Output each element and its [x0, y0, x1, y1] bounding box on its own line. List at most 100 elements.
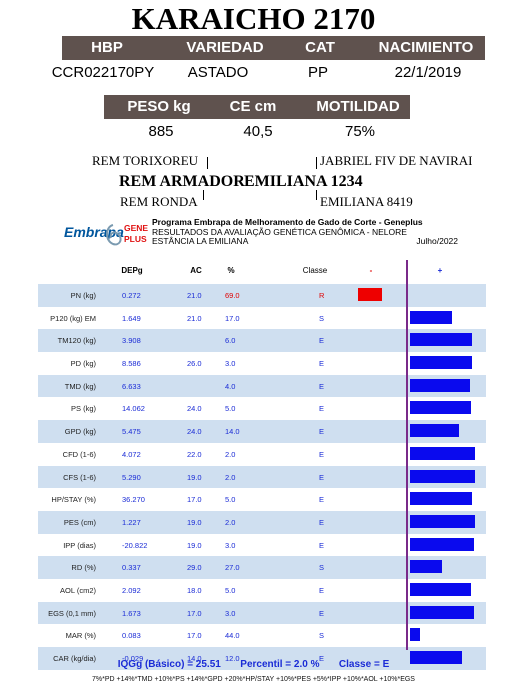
- pedigree-line: [207, 157, 208, 169]
- dam: EMILIANA 1234: [244, 173, 363, 190]
- nacimiento-value: 22/1/2019: [394, 64, 462, 81]
- col-minus: -: [369, 266, 373, 275]
- table-row: TM120 (kg) 3.908 6.0 E: [38, 329, 486, 353]
- header-bar-2: PESO kg CE cm MOTILIDAD: [104, 95, 410, 119]
- classe-value: E: [319, 427, 325, 437]
- header-variedad: VARIEDAD: [186, 39, 264, 56]
- pct-value: 2.0: [225, 449, 236, 459]
- trait-label: IPP (dias): [63, 540, 96, 550]
- trait-label: CFD (1-6): [62, 449, 96, 459]
- depg-value: 36.270: [122, 495, 145, 505]
- trait-bar: [410, 651, 462, 664]
- trait-label: RD (%): [71, 563, 96, 573]
- pct-value: 3.0: [225, 608, 236, 618]
- sire-sire: REM TORIXOREU: [92, 153, 199, 168]
- cat-value: PP: [307, 64, 328, 81]
- classe-value: S: [319, 631, 325, 641]
- table-row: IPP (dias) -20.822 19.0 3.0 E: [38, 534, 486, 557]
- classe-value: E: [319, 336, 325, 346]
- table-row: CFD (1-6) 4.072 22.0 2.0 E: [38, 443, 486, 466]
- info-row-2: 885 40,5 75%: [0, 123, 507, 143]
- trait-table: PN (kg) 0.272 21.0 69.0 R P120 (kg) EM 1.649 21…: [38, 284, 486, 670]
- table-row: PN (kg) 0.272 21.0 69.0 R: [38, 284, 486, 307]
- trait-bar: [358, 288, 382, 301]
- peso-value: 885: [148, 123, 174, 140]
- depg-value: 5.475: [122, 427, 141, 437]
- trait-bar: [410, 469, 475, 483]
- header-peso: PESO kg: [127, 98, 191, 115]
- trait-bar: [410, 605, 474, 619]
- program-info: Programa Embrapa de Melhoramento de Gado…: [152, 217, 458, 247]
- depg-value: 1.649: [122, 313, 141, 323]
- pct-value: 44.0: [225, 631, 240, 641]
- ac-value: 18.0: [187, 585, 202, 595]
- trait-bar: [410, 333, 472, 347]
- depg-value: 14.062: [122, 404, 145, 414]
- ac-value: 14.0: [187, 654, 202, 663]
- table-row: CFS (1-6) 5.290 19.0 2.0 E: [38, 465, 486, 489]
- trait-label: HP/STAY (%): [51, 495, 96, 505]
- pedigree-line: [203, 190, 204, 200]
- col-plus: +: [437, 266, 443, 275]
- report-date: Julho/2022: [416, 236, 458, 246]
- pedigree-line: [316, 190, 317, 200]
- dam-sire: JABRIEL FIV DE NAVIRAI: [320, 153, 473, 168]
- classe-value: E: [319, 517, 325, 527]
- ac-value: 21.0: [187, 291, 202, 300]
- trait-label: GPD (kg): [64, 427, 96, 437]
- depg-value: 2.092: [122, 585, 141, 595]
- program-subtitle: RESULTADOS DA AVALIAÇÃO GENÉTICA GENÔMIC…: [152, 226, 407, 237]
- classe-value: E: [319, 359, 325, 369]
- depg-value: 1.673: [122, 608, 141, 618]
- trait-label: CAR (kg/dia): [53, 654, 96, 663]
- table-row: EGS (0,1 mm) 1.673 17.0 3.0 E: [38, 601, 486, 625]
- ac-value: 19.0: [187, 517, 202, 527]
- trait-bar: [410, 628, 420, 642]
- trait-bar: [410, 446, 475, 460]
- trait-bar: [410, 356, 472, 370]
- depg-value: 3.908: [122, 336, 141, 346]
- trait-bar: [410, 310, 452, 324]
- trait-bar: [410, 378, 470, 392]
- classe-value: R: [319, 291, 325, 300]
- table-row: PD (kg) 8.586 26.0 3.0 E: [38, 352, 486, 375]
- trait-label: P120 (kg) EM: [50, 313, 96, 323]
- program-farm-line: ESTÂNCIA LA EMILIANA Julho/2022: [152, 236, 458, 247]
- pct-value: 3.0: [225, 359, 236, 369]
- pct-value: 3.0: [225, 540, 236, 550]
- trait-label: PN (kg): [70, 291, 96, 300]
- col-depg: DEPg: [121, 266, 143, 275]
- pct-value: 14.0: [225, 427, 240, 437]
- classe-value: E: [319, 540, 325, 550]
- classe-value: S: [319, 313, 325, 323]
- gene-text: GENE: [124, 223, 149, 233]
- pct-value: 5.0: [225, 585, 236, 595]
- ac-value: 24.0: [187, 404, 202, 414]
- classe-value: E: [319, 654, 325, 663]
- dam-dam: EMILIANA 8419: [320, 194, 413, 209]
- header-motilidad: MOTILIDAD: [316, 98, 400, 115]
- classe-value: E: [319, 495, 325, 505]
- trait-label: MAR (%): [65, 631, 96, 641]
- header-hbp: HBP: [91, 39, 123, 56]
- classe-value: E: [319, 404, 325, 414]
- ce-value: 40,5: [243, 123, 273, 140]
- trait-bar: [410, 424, 459, 438]
- trait-label: PS (kg): [70, 404, 96, 414]
- info-row-1: CCR022170PY ASTADO PP 22/1/2019: [0, 64, 507, 86]
- depg-value: 5.290: [122, 472, 141, 482]
- classe-value: E: [319, 608, 325, 618]
- depg-value: 8.586: [122, 359, 141, 369]
- sire: REM ARMADOR: [119, 173, 245, 190]
- table-row: CAR (kg/dia) -0.029 14.0 12.0 E: [38, 647, 486, 670]
- classe-value: E: [319, 472, 325, 482]
- depg-value: 6.633: [122, 381, 141, 391]
- ac-value: 21.0: [187, 313, 202, 323]
- trait-label: EGS (0,1 mm): [48, 608, 96, 618]
- trait-label: TM120 (kg): [57, 336, 96, 346]
- pct-value: 5.0: [225, 495, 236, 505]
- trait-label: PD (kg): [70, 359, 96, 369]
- table-row: P120 (kg) EM 1.649 21.0 17.0 S: [38, 307, 486, 330]
- pct-value: 27.0: [225, 563, 240, 573]
- table-row: GPD (kg) 5.475 24.0 14.0 E: [38, 420, 486, 443]
